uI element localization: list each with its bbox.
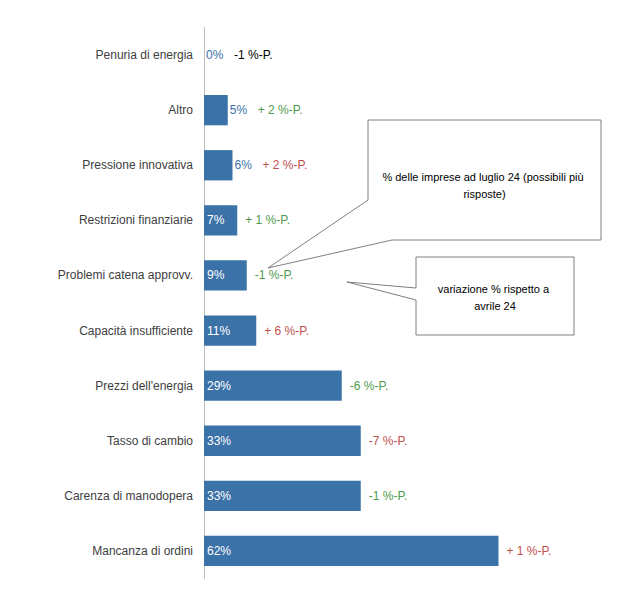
svg-text:Prezzi dell'energia: Prezzi dell'energia bbox=[95, 379, 193, 393]
svg-text:risposte): risposte) bbox=[463, 188, 505, 200]
svg-text:7%: 7% bbox=[207, 213, 225, 227]
svg-text:11%: 11% bbox=[207, 324, 230, 338]
svg-text:Penuria di energia: Penuria di energia bbox=[96, 48, 194, 62]
svg-text:-6 %-P.: -6 %-P. bbox=[350, 379, 388, 393]
svg-text:avrile 24: avrile 24 bbox=[474, 300, 516, 312]
svg-text:9%: 9% bbox=[207, 268, 225, 282]
svg-text:62%: 62% bbox=[207, 544, 231, 558]
svg-text:+ 1 %-P.: + 1 %-P. bbox=[507, 544, 552, 558]
svg-text:-1 %-P.: -1 %-P. bbox=[369, 489, 407, 503]
svg-text:-1 %-P.: -1 %-P. bbox=[255, 268, 293, 282]
svg-text:Pressione innovativa: Pressione innovativa bbox=[82, 158, 193, 172]
svg-text:+ 1 %-P.: + 1 %-P. bbox=[245, 213, 290, 227]
svg-text:6%: 6% bbox=[235, 158, 253, 172]
svg-text:Carenza di manodopera: Carenza di manodopera bbox=[64, 489, 193, 503]
svg-text:29%: 29% bbox=[207, 379, 231, 393]
svg-text:-7 %-P.: -7 %-P. bbox=[369, 434, 407, 448]
svg-text:+ 6 %-P.: + 6 %-P. bbox=[264, 324, 309, 338]
svg-text:5%: 5% bbox=[230, 103, 248, 117]
svg-text:33%: 33% bbox=[207, 434, 231, 448]
svg-text:Restrizioni finanziarie: Restrizioni finanziarie bbox=[79, 213, 193, 227]
svg-text:Mancanza di ordini: Mancanza di ordini bbox=[92, 544, 193, 558]
svg-text:0%: 0% bbox=[206, 48, 224, 62]
svg-text:+ 2 %-P.: + 2 %-P. bbox=[258, 103, 303, 117]
svg-text:-1 %-P.: -1 %-P. bbox=[234, 48, 272, 62]
svg-text:% delle imprese ad luglio 24 (: % delle imprese ad luglio 24 (possibili … bbox=[382, 171, 586, 183]
svg-text:+ 2 %-P.: + 2 %-P. bbox=[263, 158, 308, 172]
svg-text:Problemi catena approvv.: Problemi catena approvv. bbox=[58, 268, 193, 282]
svg-text:Altro: Altro bbox=[168, 103, 193, 117]
svg-text:Capacità insufficiente: Capacità insufficiente bbox=[79, 324, 193, 338]
svg-text:variazione % rispetto a: variazione % rispetto a bbox=[438, 283, 552, 295]
svg-text:Tasso di cambio: Tasso di cambio bbox=[107, 434, 193, 448]
svg-text:33%: 33% bbox=[207, 489, 231, 503]
